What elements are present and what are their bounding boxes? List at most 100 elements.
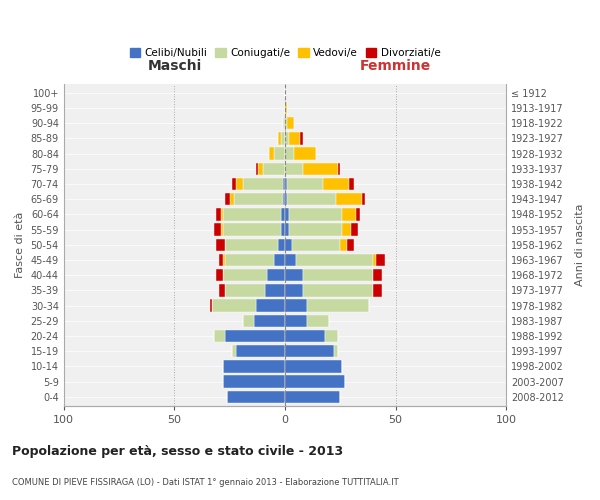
Bar <box>285 224 289 236</box>
Bar <box>287 117 294 130</box>
Bar <box>373 254 376 266</box>
Bar <box>325 330 338 342</box>
Text: COMUNE DI PIEVE FISSIRAGA (LO) - Dati ISTAT 1° gennaio 2013 - Elaborazione TUTTI: COMUNE DI PIEVE FISSIRAGA (LO) - Dati IS… <box>12 478 398 487</box>
Bar <box>307 300 369 312</box>
Bar <box>225 238 278 251</box>
Bar <box>285 102 287 114</box>
Bar <box>214 330 225 342</box>
Bar <box>274 148 285 160</box>
Bar <box>285 330 325 342</box>
Bar <box>289 224 343 236</box>
Bar <box>274 254 285 266</box>
Bar <box>259 162 263 175</box>
Bar <box>285 314 307 327</box>
Bar <box>283 117 285 130</box>
Bar <box>218 284 225 296</box>
Bar <box>336 193 362 205</box>
Bar <box>225 254 274 266</box>
Bar <box>232 178 236 190</box>
Bar <box>289 208 343 220</box>
Bar <box>289 132 301 144</box>
Bar <box>285 376 344 388</box>
Bar <box>283 178 285 190</box>
Bar <box>287 178 323 190</box>
Bar <box>296 254 373 266</box>
Bar <box>285 345 334 358</box>
Bar <box>281 224 285 236</box>
Bar <box>221 224 223 236</box>
Bar <box>285 360 343 372</box>
Bar <box>362 193 365 205</box>
Bar <box>256 162 259 175</box>
Bar <box>285 132 289 144</box>
Bar <box>285 208 289 220</box>
Bar <box>225 330 285 342</box>
Bar <box>243 314 254 327</box>
Bar <box>323 178 349 190</box>
Text: Popolazione per età, sesso e stato civile - 2013: Popolazione per età, sesso e stato civil… <box>12 445 343 458</box>
Bar <box>278 132 281 144</box>
Bar <box>256 300 285 312</box>
Bar <box>301 132 302 144</box>
Bar <box>307 314 329 327</box>
Bar <box>285 117 287 130</box>
Bar <box>285 193 287 205</box>
Bar <box>225 193 230 205</box>
Bar <box>210 300 212 312</box>
Bar <box>343 208 356 220</box>
Bar <box>302 269 373 281</box>
Bar <box>218 254 223 266</box>
Text: Maschi: Maschi <box>147 59 202 73</box>
Bar <box>283 193 285 205</box>
Bar <box>285 269 302 281</box>
Bar <box>263 162 285 175</box>
Bar <box>232 345 236 358</box>
Bar <box>285 162 302 175</box>
Bar <box>269 148 274 160</box>
Bar <box>285 178 287 190</box>
Bar <box>302 284 373 296</box>
Bar <box>292 238 340 251</box>
Bar <box>338 162 340 175</box>
Bar <box>234 193 283 205</box>
Bar <box>287 193 336 205</box>
Bar <box>281 132 285 144</box>
Y-axis label: Fasce di età: Fasce di età <box>15 212 25 278</box>
Bar <box>373 269 382 281</box>
Bar <box>343 224 352 236</box>
Text: Femmine: Femmine <box>360 59 431 73</box>
Bar <box>230 193 234 205</box>
Bar <box>254 314 285 327</box>
Bar <box>294 148 316 160</box>
Bar <box>212 300 256 312</box>
Bar <box>221 208 223 220</box>
Y-axis label: Anni di nascita: Anni di nascita <box>575 204 585 286</box>
Bar <box>373 284 382 296</box>
Bar <box>225 284 265 296</box>
Bar <box>285 300 307 312</box>
Bar <box>334 345 338 358</box>
Bar <box>223 208 281 220</box>
Bar <box>227 390 285 403</box>
Bar <box>349 178 353 190</box>
Bar <box>302 162 338 175</box>
Bar <box>243 178 283 190</box>
Bar <box>223 269 267 281</box>
Bar <box>223 360 285 372</box>
Bar <box>281 208 285 220</box>
Bar <box>217 238 225 251</box>
Bar <box>217 269 223 281</box>
Bar <box>285 254 296 266</box>
Bar <box>285 238 292 251</box>
Bar <box>265 284 285 296</box>
Bar <box>278 238 285 251</box>
Bar <box>223 376 285 388</box>
Bar <box>376 254 385 266</box>
Bar <box>356 208 360 220</box>
Bar <box>352 224 358 236</box>
Bar <box>214 224 221 236</box>
Bar <box>236 345 285 358</box>
Bar <box>236 178 243 190</box>
Bar <box>285 284 302 296</box>
Bar <box>347 238 353 251</box>
